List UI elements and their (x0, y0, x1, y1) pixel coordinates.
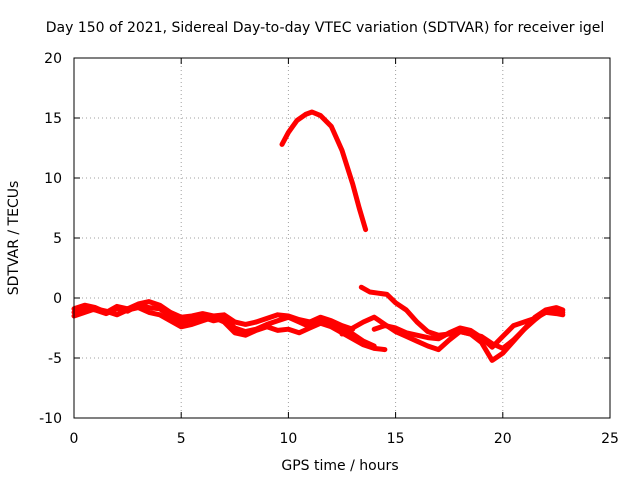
x-tick-label: 15 (387, 431, 405, 447)
y-tick-label: 5 (53, 231, 62, 247)
ticks: 0 5 10 15 20 25 -10 -5 0 5 10 15 20 (39, 51, 619, 447)
series-layer (71, 109, 566, 363)
x-tick-label: 10 (279, 431, 297, 447)
series-line-track-b (71, 305, 388, 353)
x-tick-label: 5 (177, 431, 186, 447)
series-line-track-f (339, 305, 566, 363)
y-tick-label: 20 (44, 51, 62, 67)
y-tick-label: -5 (48, 351, 62, 367)
y-axis-label: SDTVAR / TECUs (6, 181, 22, 296)
series-line-track-c (71, 299, 356, 332)
x-tick-label: 20 (494, 431, 512, 447)
y-tick-label: 15 (44, 111, 62, 127)
x-tick-label: 25 (601, 431, 619, 447)
y-tick-label: 0 (53, 291, 62, 307)
series-line-track-d (279, 109, 369, 233)
y-tick-label: 10 (44, 171, 62, 187)
chart-title: Day 150 of 2021, Sidereal Day-to-day VTE… (46, 20, 605, 36)
x-axis-label: GPS time / hours (281, 458, 398, 474)
series-line-track-g (371, 309, 566, 350)
y-tick-label: -10 (39, 411, 62, 427)
x-tick-label: 0 (70, 431, 79, 447)
grid (74, 58, 610, 418)
